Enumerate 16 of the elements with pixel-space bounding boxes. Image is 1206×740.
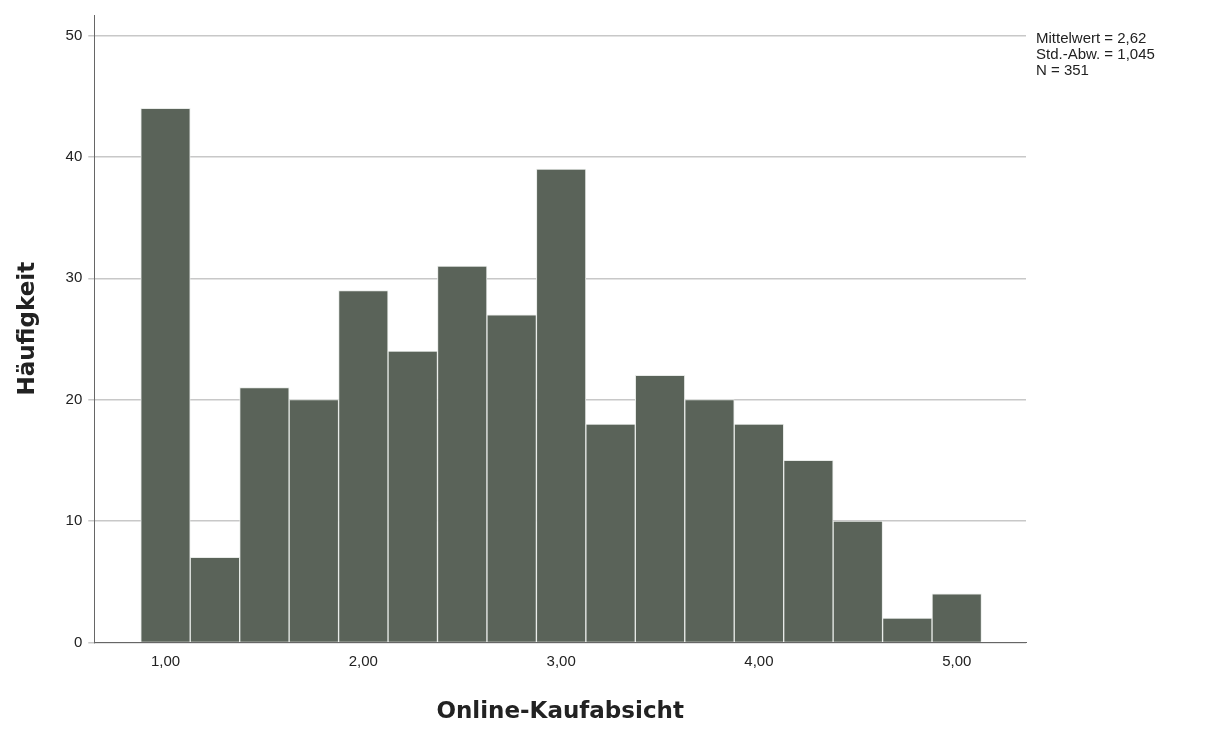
y-tick-label: 20	[65, 389, 83, 407]
x-tick-label: 4,00	[744, 651, 774, 669]
x-tick-label: 5,00	[942, 651, 972, 669]
y-tick-label: 0	[73, 632, 83, 650]
y-tick-label: 40	[65, 147, 83, 165]
text: N = 351	[1036, 61, 1090, 78]
text: Mittelwert = 2,62	[1036, 29, 1148, 46]
x-tick-label: 3,00	[546, 651, 576, 669]
x-tick-label: 1,00	[150, 651, 181, 669]
y-axis-title: Häufigkeit	[12, 261, 39, 396]
y-tick-label: 10	[65, 511, 83, 529]
y-tick-label: 50	[65, 25, 83, 43]
y-tick-label: 30	[65, 268, 83, 286]
x-tick-label: 2,00	[348, 651, 378, 669]
x-axis-title: Online-Kaufabsicht	[436, 697, 684, 724]
text: Std.-Abw. = 1,045	[1036, 45, 1155, 62]
